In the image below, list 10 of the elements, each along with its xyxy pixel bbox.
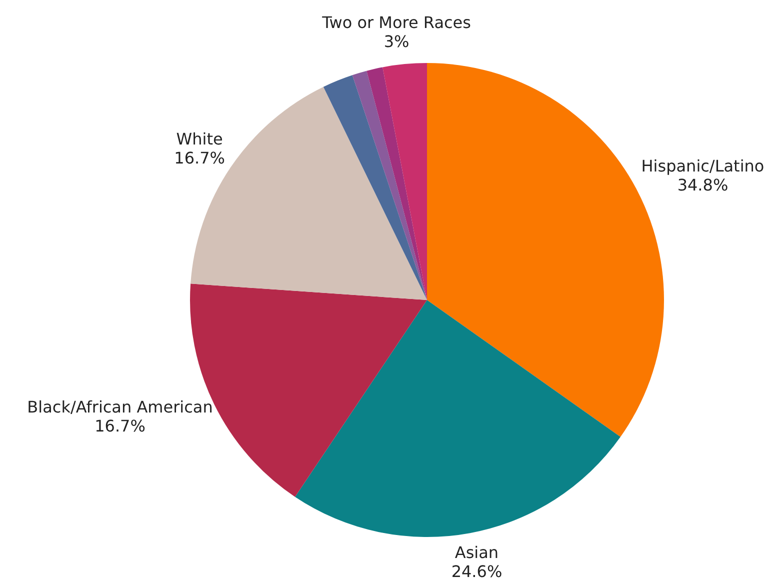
slice-label: Two or More Races (321, 12, 471, 32)
data-label: 16.7% (94, 416, 146, 436)
slice-label: Asian (454, 543, 499, 562)
data-label: 34.8% (677, 175, 728, 194)
slice-label: White (176, 130, 223, 149)
data-label: 3% (384, 32, 410, 51)
slice-label: Hispanic/Latino (641, 156, 764, 176)
slice-label: Black/African American (27, 398, 213, 417)
data-label: 16.7% (174, 148, 225, 168)
data-label: 24.6% (451, 562, 502, 582)
